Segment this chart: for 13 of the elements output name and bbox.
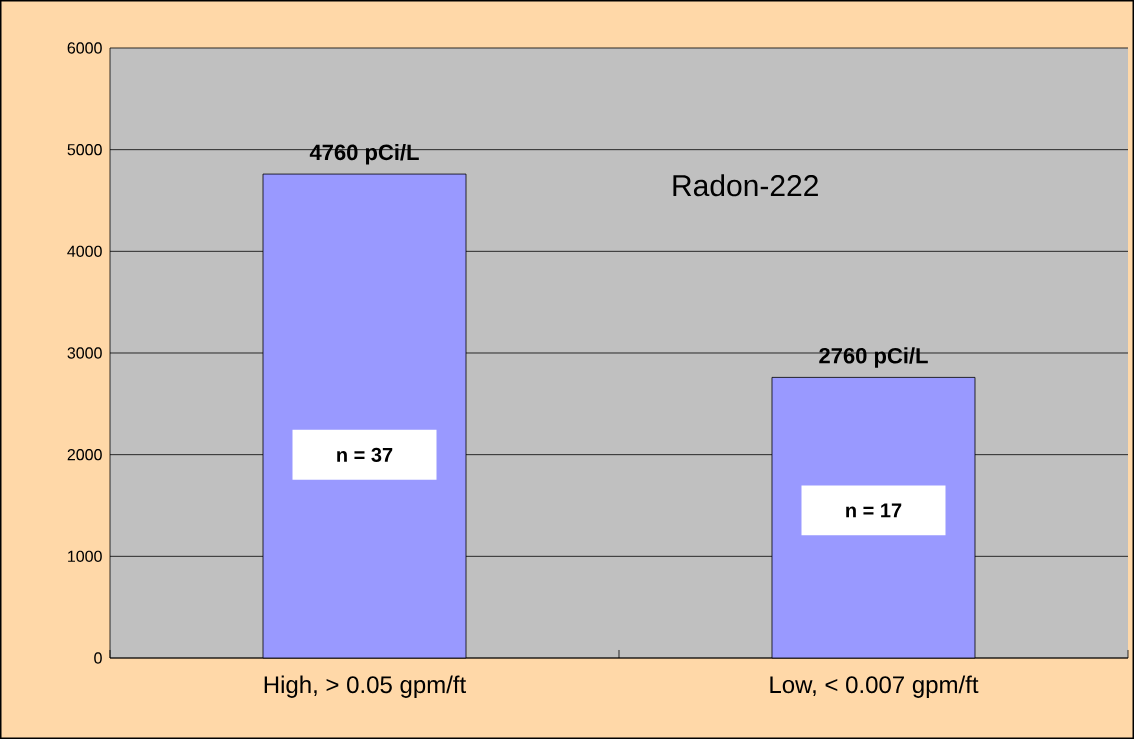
x-tick-label: Low, < 0.007 gpm/ft bbox=[770, 675, 979, 698]
data-label: 2760 pCi/L bbox=[819, 347, 928, 368]
y-tick-label: 4000 bbox=[67, 245, 102, 257]
y-tick-label: 0 bbox=[94, 652, 102, 664]
annotation: n = 17 bbox=[846, 503, 902, 518]
text: Radon-222 bbox=[673, 174, 818, 197]
y-tick-label: 6000 bbox=[67, 42, 102, 54]
y-tick-label: 3000 bbox=[67, 347, 102, 359]
x-tick-label: High, > 0.05 gpm/ft bbox=[264, 675, 467, 698]
y-tick-label: 1000 bbox=[68, 550, 102, 562]
annotation: n = 37 bbox=[337, 447, 393, 462]
y-tick-label: 2000 bbox=[67, 449, 102, 461]
y-tick-label: 5000 bbox=[67, 144, 102, 156]
